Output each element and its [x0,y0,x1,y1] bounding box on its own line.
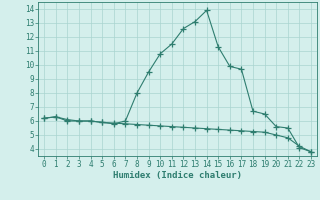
X-axis label: Humidex (Indice chaleur): Humidex (Indice chaleur) [113,171,242,180]
